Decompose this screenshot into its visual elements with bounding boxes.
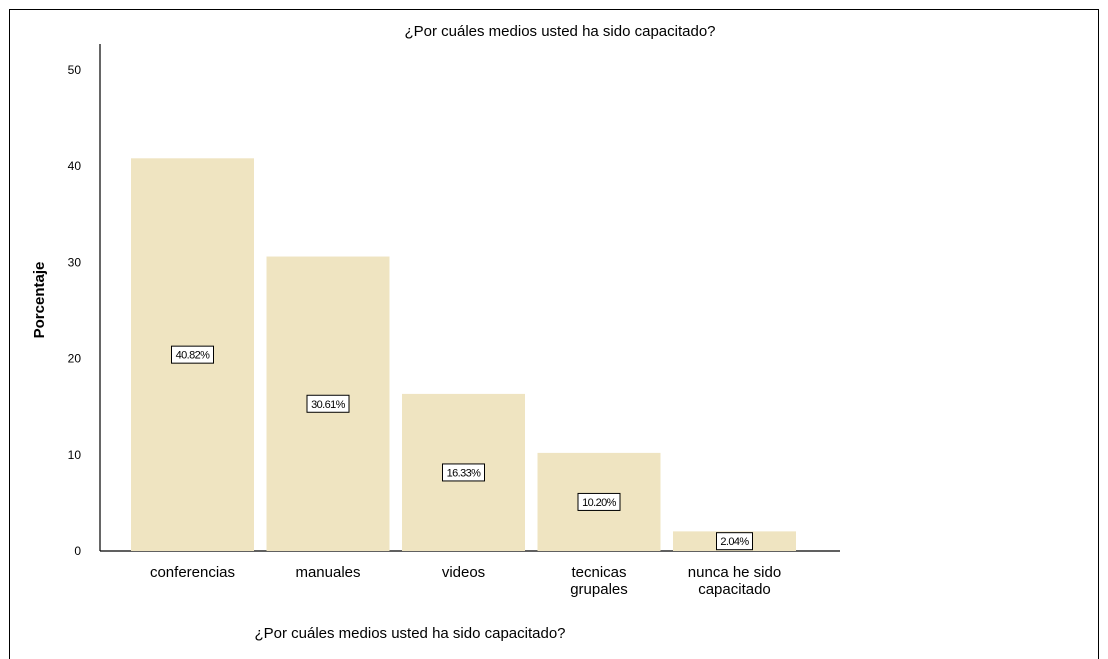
y-tick-label: 40 xyxy=(68,159,82,173)
data-label-box xyxy=(306,394,350,413)
x-tick-label: nunca he sido capacitado xyxy=(688,564,781,598)
plot-area: 0 10 20 30 40 50 40.82% conferencias 30.61% manua… xyxy=(68,44,840,598)
data-label-box xyxy=(577,492,621,511)
data-label: 16.33% xyxy=(447,467,482,479)
y-axis-title: Porcentaje xyxy=(31,262,48,339)
x-tick-label: manuales xyxy=(295,564,360,581)
data-label: 40.82% xyxy=(176,350,211,362)
chart-frame xyxy=(9,9,1099,659)
y-tick-label: 50 xyxy=(68,63,82,77)
x-tick-label: tecnicas grupales xyxy=(570,564,628,598)
data-label-box xyxy=(171,345,214,364)
x-axis-title: ¿Por cuáles medios usted ha sido capacit… xyxy=(254,625,565,642)
x-tick-label: videos xyxy=(442,564,485,581)
data-label-box xyxy=(442,463,485,482)
chart-title: ¿Por cuáles medios usted ha sido capacit… xyxy=(404,23,715,40)
y-tick-label: 20 xyxy=(68,352,82,366)
y-tick-label: 30 xyxy=(68,255,82,269)
data-label: 2.04% xyxy=(720,536,749,548)
data-label-box xyxy=(716,532,753,551)
data-label: 10.20% xyxy=(582,497,617,509)
y-tick-label: 10 xyxy=(68,448,82,462)
data-label: 30.61% xyxy=(311,399,346,411)
x-tick-label: conferencias xyxy=(150,564,235,581)
y-tick-label: 0 xyxy=(74,544,81,558)
